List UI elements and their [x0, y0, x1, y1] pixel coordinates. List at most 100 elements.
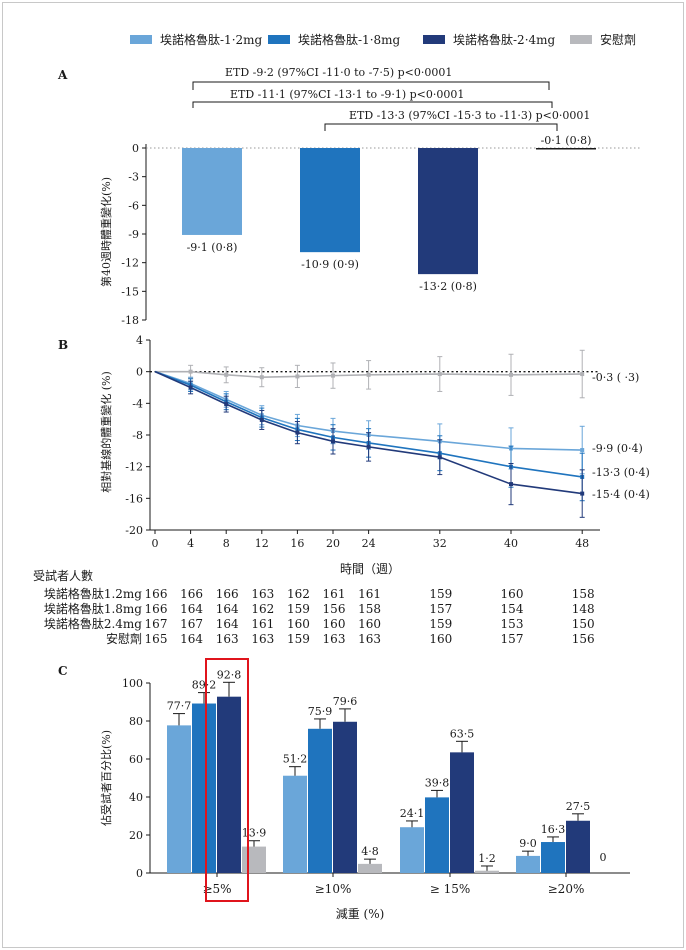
- panel-c-bar: [167, 725, 191, 873]
- panel-a-bar-label: -10·9 (0·9): [301, 258, 359, 271]
- subjects-cell: 156: [323, 602, 346, 616]
- panel-b-end-label: -15·4 (0·4): [592, 488, 650, 501]
- legend-label: 埃諾格魯肽-1·2mg: [160, 32, 263, 47]
- panel-c-bar: [242, 846, 266, 873]
- legend-label: 埃諾格魯肽-1·8mg: [298, 32, 401, 47]
- panel-b-data-point: [580, 372, 585, 377]
- panel-b-x-axis-label: 時間（週）: [340, 562, 400, 576]
- panel-b-end-label: -13·3 (0·4): [592, 466, 650, 479]
- panel-b-x-tick-label: 4: [187, 537, 194, 550]
- panel-b-series-line: [154, 370, 583, 495]
- subjects-cell: 164: [180, 602, 203, 616]
- panel-b-y-tick-label: 4: [136, 334, 143, 347]
- subjects-cell: 166: [145, 587, 168, 601]
- panel-a-y-tick-label: -18: [121, 314, 139, 327]
- panel-c-bar-label: 1·2: [478, 852, 496, 865]
- panel-c-bar-label: 51·2: [283, 753, 308, 766]
- panel-b-data-point: [188, 369, 193, 374]
- subjects-cell: 161: [323, 587, 346, 601]
- panel-c-bar-label: 13·9: [242, 827, 267, 840]
- panel-b-data-point: [331, 373, 335, 378]
- panel-b-data-point: [295, 430, 300, 435]
- subjects-cell: 162: [287, 587, 310, 601]
- panel-b-series-line: [154, 370, 583, 478]
- panel-b-data-point: [224, 372, 229, 377]
- panel-b-data-point: [295, 374, 300, 379]
- panel-b-end-label: -0·3 ( ·3): [592, 371, 639, 384]
- panel-a-bar-label: -13·2 (0·8): [419, 280, 477, 293]
- panel-b-data-point: [259, 417, 264, 422]
- subjects-row-label: 安慰劑: [106, 631, 142, 646]
- panel-b-x-tick-label: 16: [290, 537, 304, 550]
- panel-c-y-tick-label: 60: [129, 753, 143, 766]
- subjects-row-label: 埃諾格魯肽1.2mg: [44, 586, 142, 601]
- panel-a-bar: [182, 148, 242, 235]
- subjects-cell: 163: [216, 632, 239, 646]
- panel-c-x-axis-label: 減重 (%): [336, 906, 385, 921]
- etd-bracket-1: [192, 81, 550, 90]
- panel-c-bar: [400, 827, 424, 873]
- subjects-cell: 163: [358, 632, 381, 646]
- panel-c-y-tick-label: 20: [129, 829, 143, 842]
- etd-label-1: ETD -9·2 (97%CI -11·0 to -7·5) p<0·0001: [225, 66, 452, 79]
- panel-a-y-tick-label: -6: [128, 199, 139, 212]
- panel-a-bar-label: -0·1 (0·8): [541, 134, 592, 147]
- panel-c-bar-label: 9·0: [519, 837, 537, 850]
- panel-c-y-tick-label: 80: [129, 715, 143, 728]
- panel-b-series-line: [155, 370, 583, 379]
- panel-b-x-tick-label: 24: [362, 537, 376, 550]
- panel-c-bar-label: 27·5: [566, 800, 591, 813]
- panel-b-series-line: [154, 370, 583, 451]
- panel-a-y-axis-label: 第40週時體重變化(%): [99, 177, 113, 287]
- panel-b-data-point: [366, 372, 371, 377]
- panel-c-chart: 佔受試者百分比(%) 減重 (%) 0 20 40 60 80 100 ≥5% 77·789·…: [99, 658, 630, 921]
- panel-b-y-tick-label: -12: [125, 461, 143, 474]
- panel-c-bar-label: 4·8: [361, 845, 379, 858]
- subjects-cell: 158: [358, 602, 381, 616]
- subjects-cell: 157: [501, 632, 524, 646]
- subjects-cell: 158: [572, 587, 595, 601]
- panel-a-y-tick-label: -9: [128, 228, 139, 241]
- panel-c-bar-label: 0: [600, 851, 607, 864]
- panel-a-y-tick-label: 0: [132, 142, 139, 155]
- panel-b-y-tick-label: -8: [132, 429, 143, 442]
- panel-b-data-point: [509, 372, 513, 377]
- panel-c-y-axis-label: 佔受試者百分比(%): [99, 730, 113, 826]
- panel-a-bar-label: -9·1 (0·8): [187, 241, 238, 254]
- subjects-cell: 164: [216, 602, 239, 616]
- panel-b-data-point: [188, 385, 193, 390]
- panel-b-y-tick-label: -16: [125, 492, 143, 505]
- panel-b-x-tick-label: 20: [326, 537, 340, 550]
- panel-b-x-tick-label: 48: [575, 537, 589, 550]
- panel-c-bar-label: 79·6: [333, 695, 358, 708]
- subjects-row-label: 埃諾格魯肽2.4mg: [44, 616, 142, 631]
- subjects-cell: 167: [145, 617, 168, 631]
- subjects-cell: 159: [287, 632, 310, 646]
- panel-c-bar: [475, 870, 499, 873]
- subjects-cell: 160: [429, 632, 452, 646]
- subjects-cell: 162: [251, 602, 274, 616]
- subjects-table: 受試者人數 埃諾格魯肽1.2mg 166 166 166 163 162 161 161 159…: [33, 568, 595, 646]
- subjects-cell: 161: [251, 617, 274, 631]
- panel-c-bar: [541, 842, 565, 873]
- subjects-cell: 163: [251, 587, 274, 601]
- panel-b-x-tick-label: 0: [152, 537, 159, 550]
- legend-swatch: [268, 35, 290, 44]
- panel-c-bar: [566, 820, 590, 873]
- panel-c-bar-label: 89·2: [192, 679, 217, 692]
- panel-c-x-tick-label: ≥20%: [548, 882, 585, 896]
- subjects-cell: 157: [429, 602, 452, 616]
- panel-a-chart: 第40週時體重變化(%) ETD -9·2 (97%CI -11·0 to -7…: [99, 66, 640, 327]
- panel-c-x-tick-label: ≥10%: [315, 882, 352, 896]
- panel-c-bar-label: 39·8: [425, 776, 450, 789]
- panel-b-data-point: [331, 439, 335, 444]
- highlight-box: [205, 658, 249, 902]
- subjects-cell: 164: [180, 632, 203, 646]
- panel-b-end-label: -9·9 (0·4): [592, 442, 643, 455]
- panel-c-bar-label: 16·3: [541, 823, 566, 836]
- legend-swatch: [130, 35, 152, 44]
- panel-b-x-tick-label: 8: [223, 537, 230, 550]
- panel-a-y-tick-label: -12: [121, 257, 139, 270]
- subjects-cell: 154: [501, 602, 524, 616]
